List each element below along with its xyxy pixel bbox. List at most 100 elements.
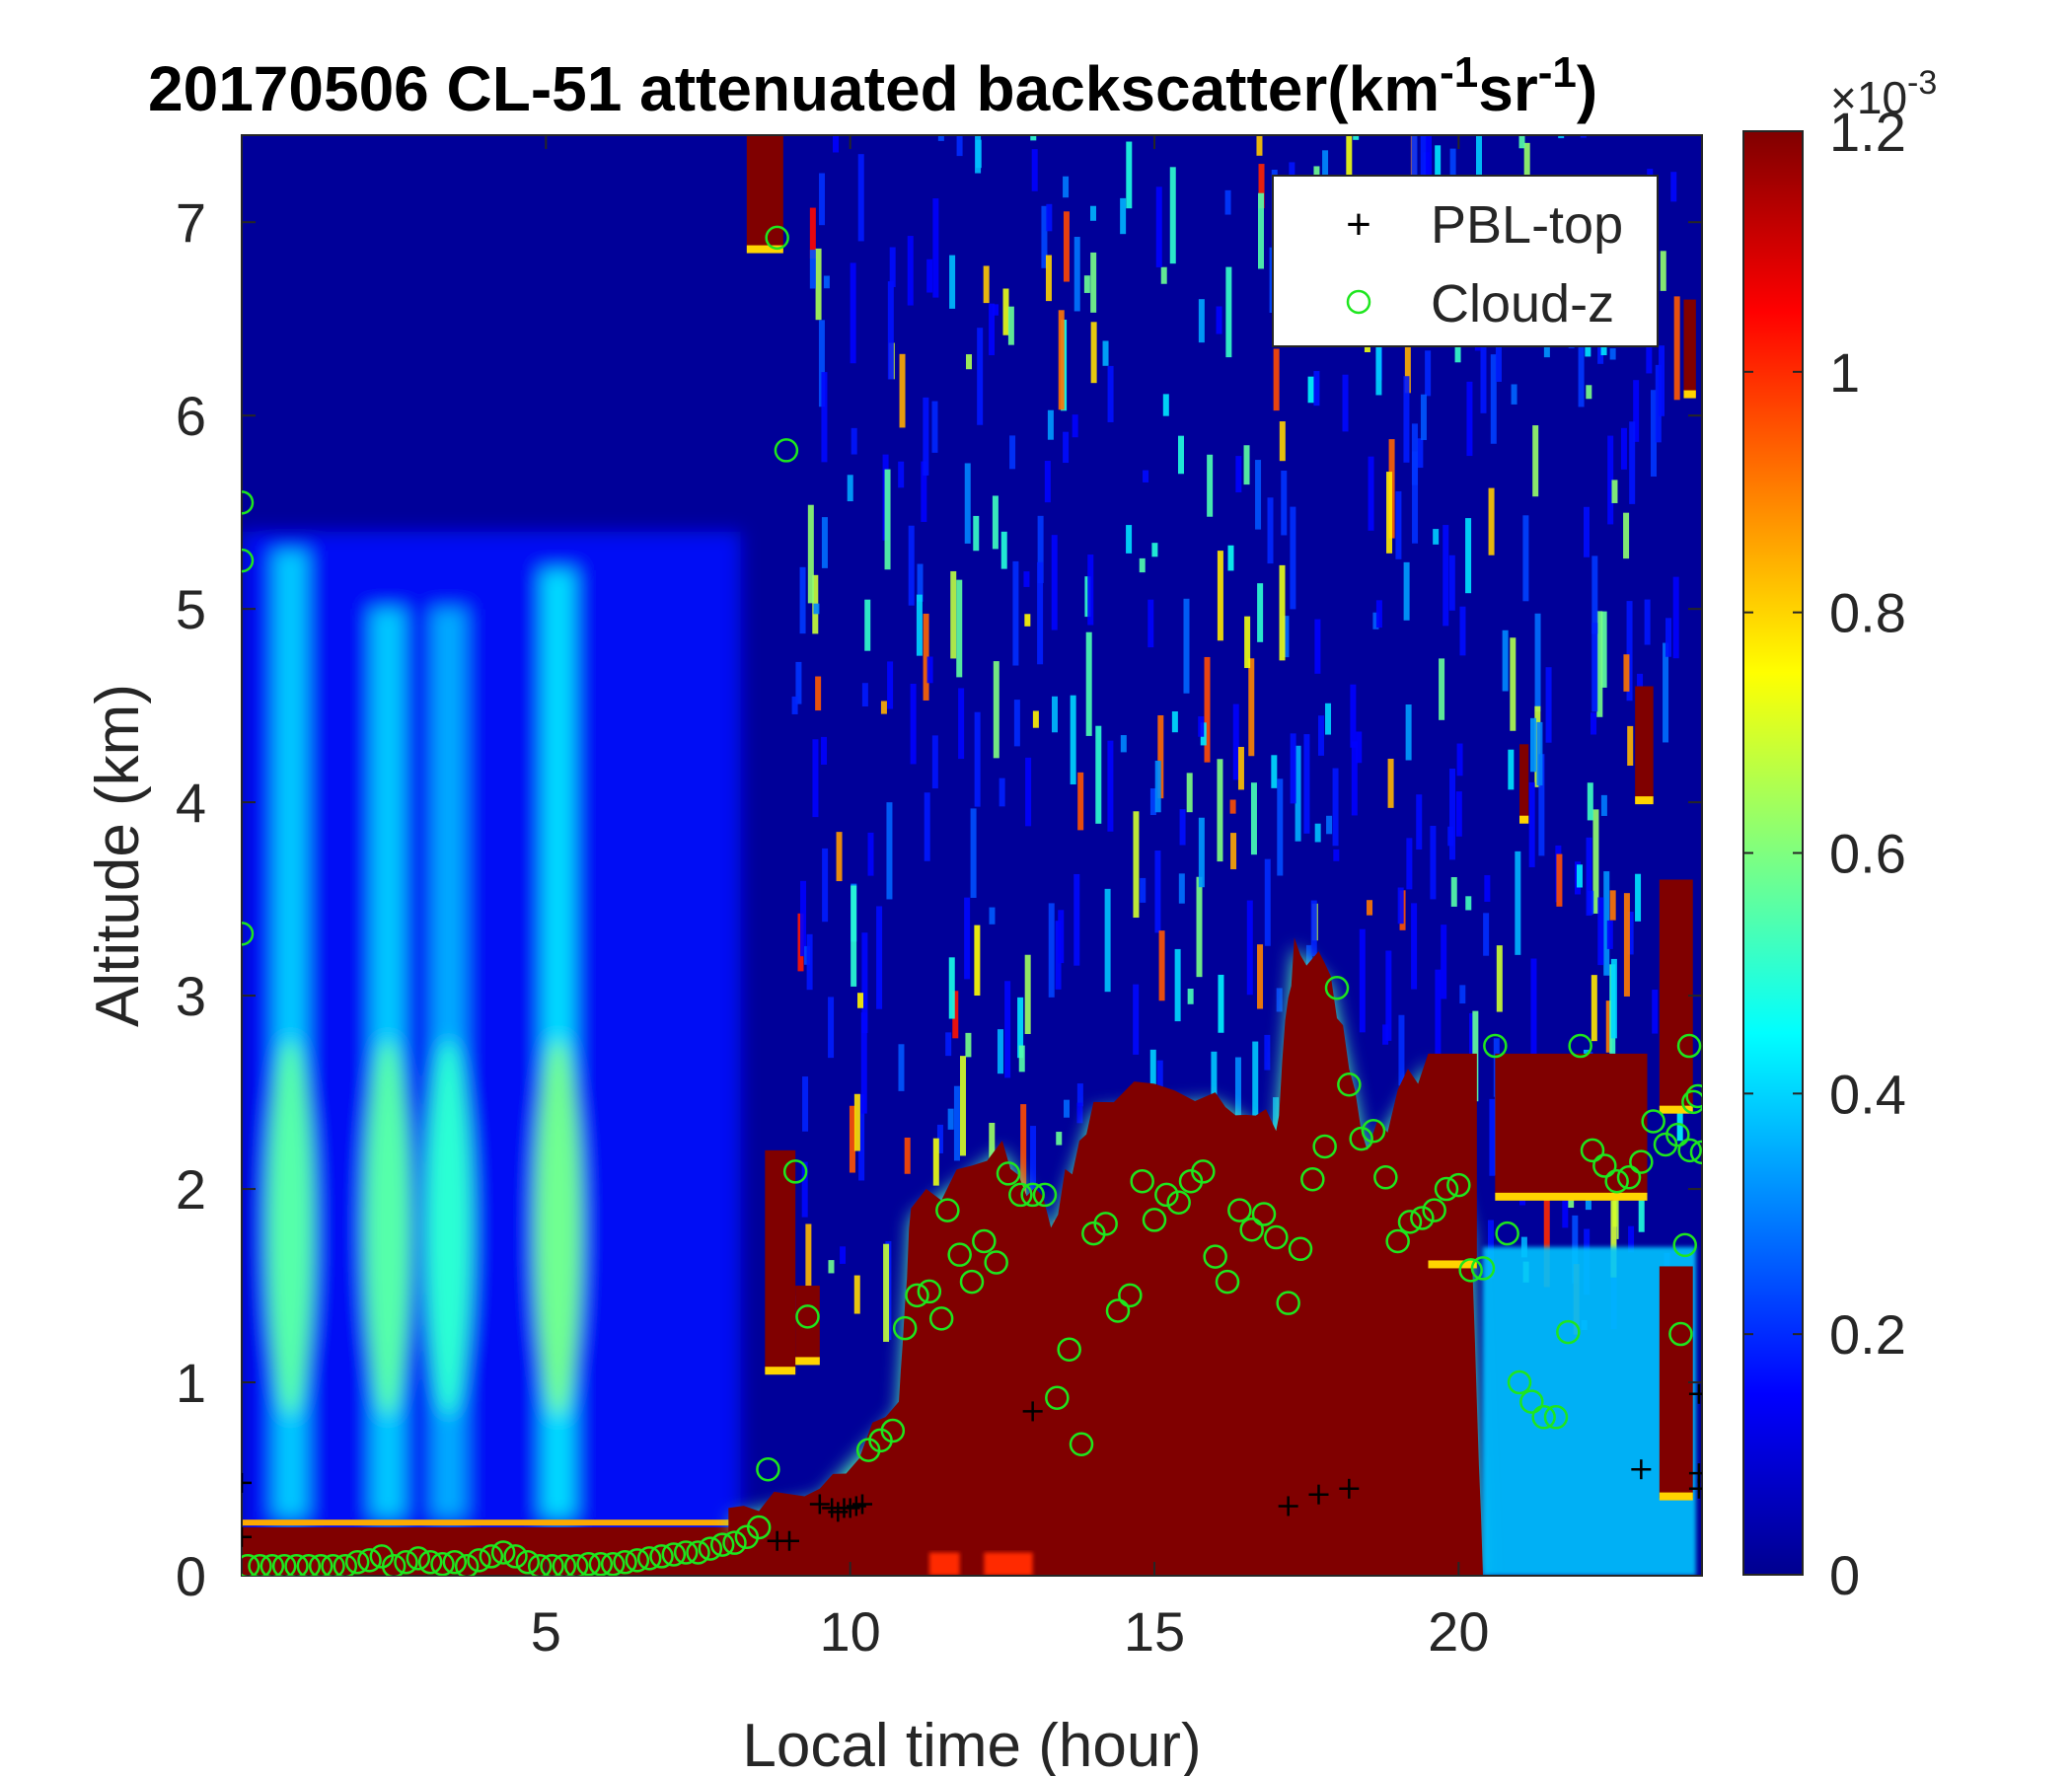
speckle-cell (1030, 1126, 1037, 1225)
backscatter-heatmap (242, 135, 1702, 1576)
speckle-cell (1204, 656, 1211, 763)
legend: + PBL-top Cloud-z (1272, 175, 1659, 347)
speckle-cell (847, 475, 853, 502)
speckle-cell (1600, 794, 1607, 816)
speckle-cell (1417, 438, 1424, 469)
speckle-cell (1273, 348, 1280, 411)
speckle-cell (1147, 599, 1154, 648)
dense-layer-group (728, 937, 1483, 1576)
speckle-cell (1404, 325, 1411, 394)
speckle-cell (1605, 1000, 1612, 1053)
speckle-cell (1484, 875, 1491, 902)
legend-label-cloud-z: Cloud-z (1431, 274, 1614, 333)
speckle-cell (1610, 958, 1617, 1039)
cloud-block-edge (1683, 390, 1696, 399)
cloud-z-point (1519, 1389, 1544, 1414)
legend-label-pbl-top: PBL-top (1431, 195, 1623, 255)
speckle-cell (1154, 851, 1161, 933)
speckle-cell (1107, 740, 1114, 832)
x-tick-label: 20 (1428, 1600, 1489, 1663)
speckle-cell (989, 907, 996, 925)
cloud-z-point (880, 1418, 906, 1443)
chart-title-mid: sr (1478, 53, 1538, 124)
speckle-cell (1085, 631, 1092, 736)
speckle-cell (1665, 618, 1672, 657)
speckle-cell (1441, 925, 1447, 999)
speckle-cell (1198, 716, 1205, 737)
y-tick-label: 1 (176, 1352, 206, 1414)
speckle-cell (1375, 300, 1382, 396)
speckle-cell (1313, 371, 1320, 407)
speckle-cell (1149, 788, 1156, 816)
cloud-z-point (1665, 1122, 1690, 1147)
speckle-cell (867, 832, 874, 876)
cloud-z-point (947, 1242, 972, 1267)
speckle-cell (1047, 409, 1054, 440)
speckle-cell (1403, 376, 1410, 463)
speckle-cell (1459, 985, 1466, 1004)
pbl-top-point (852, 1494, 872, 1515)
speckle-cell (1007, 306, 1014, 345)
speckle-cell (1448, 555, 1455, 611)
speckle-cell (1628, 1225, 1635, 1253)
cloud-z-point (430, 1551, 455, 1576)
speckle-cell (1466, 381, 1473, 457)
speckle-cell (1225, 266, 1232, 358)
speckle-cell (1412, 451, 1419, 544)
speckle-cell (1217, 551, 1223, 641)
cloud-z-point (1349, 1126, 1373, 1151)
speckle-cell (1314, 619, 1321, 674)
speckle-cell (1351, 741, 1358, 816)
speckle-cell (999, 777, 1005, 807)
speckle-cell (1243, 445, 1250, 485)
chart-title-sup2: -1 (1538, 48, 1577, 97)
cloud-block (1428, 1053, 1477, 1267)
speckle-cell (1179, 809, 1186, 846)
speckle-cell (1332, 768, 1339, 847)
cloud-z-point (1604, 1168, 1629, 1194)
cloud-block (1659, 879, 1693, 1112)
y-tick-label: 2 (176, 1158, 206, 1221)
night-haze-core (266, 1040, 315, 1416)
speckle-cell (815, 676, 822, 711)
plus-marker-icon: + (1346, 200, 1371, 249)
colorbar: 0 0.2 0.4 0.6 0.8 1 1.2 ×10-3 (1742, 64, 1937, 1606)
speckle-cell (950, 570, 957, 659)
cloud-z-point (1373, 1165, 1398, 1190)
speckle-cell (931, 401, 938, 453)
speckle-cell (964, 897, 971, 980)
speckle-cell (949, 255, 956, 309)
speckle-cell (1620, 427, 1627, 470)
plot-area: 5 10 15 20 0 1 2 3 4 5 6 7 (176, 134, 1703, 1663)
speckle-cell (1023, 571, 1030, 587)
cloud-z-point (248, 1553, 272, 1576)
cloud-z-point (479, 1544, 504, 1569)
speckle-cell (1397, 887, 1404, 925)
cloud-z-point (1251, 1202, 1277, 1226)
cloud-z-point (588, 1551, 614, 1576)
speckle-cell (1459, 606, 1466, 656)
speckle-cell (1139, 557, 1146, 573)
speckle-cell (1256, 135, 1263, 156)
speckle-cell (1310, 900, 1317, 957)
speckle-cell (1037, 561, 1044, 665)
speckle-cell (1326, 815, 1333, 835)
speckle-cell (993, 661, 999, 759)
speckle-cell (1405, 703, 1412, 761)
speckle-cell (1603, 871, 1610, 976)
cloud-z-point (1057, 1337, 1081, 1362)
speckle-cell (908, 525, 915, 606)
cloud-z-point (1495, 1221, 1519, 1246)
speckle-cell (853, 1093, 860, 1151)
speckle-cell (1126, 525, 1133, 554)
speckle-cell (921, 461, 927, 522)
cloud-z-point (1203, 1244, 1227, 1269)
cloud-z-point (1288, 1236, 1313, 1262)
y-axis-ticks: 0 1 2 3 4 5 6 7 (176, 191, 1702, 1607)
speckle-cell (1342, 374, 1349, 432)
speckle-cell (805, 1223, 812, 1311)
cloud-z-point (1191, 1159, 1216, 1184)
speckle-cell (1502, 629, 1509, 692)
cloud-block (1519, 744, 1529, 822)
